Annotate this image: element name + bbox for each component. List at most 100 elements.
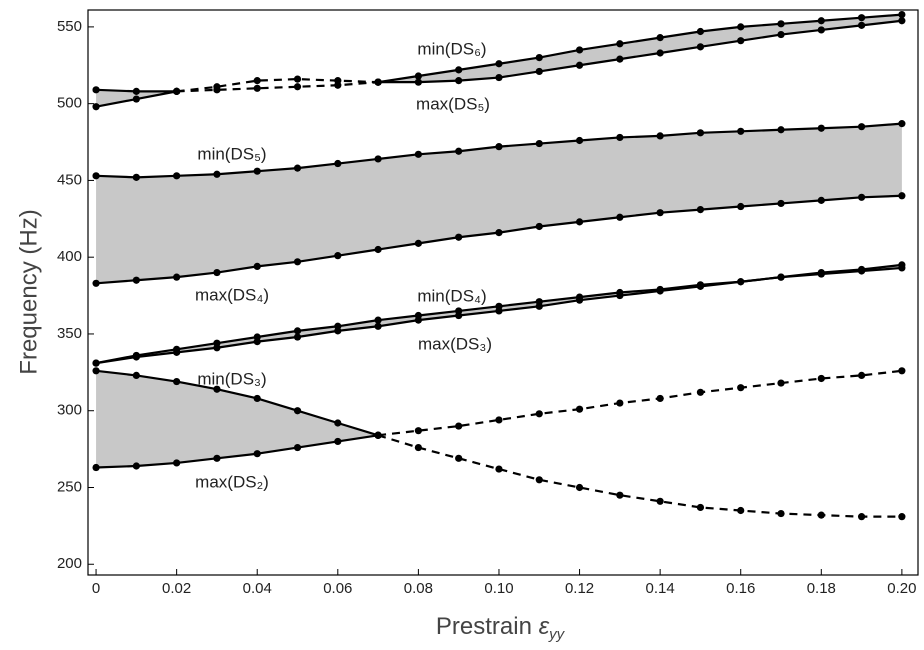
point	[898, 192, 906, 200]
point	[334, 322, 342, 330]
point	[213, 339, 221, 347]
point	[173, 459, 181, 467]
point	[857, 267, 866, 275]
x-tick-label: 0.20	[887, 580, 916, 597]
point	[253, 394, 261, 403]
x-tick-label: 0.10	[484, 580, 513, 597]
point	[737, 127, 745, 135]
point	[737, 384, 745, 392]
point	[213, 268, 221, 277]
point	[656, 34, 664, 42]
x-tick-label: 0	[92, 580, 100, 597]
x-tick-label: 0.16	[726, 580, 755, 597]
x-axis-label: Prestrain εyy	[436, 613, 566, 643]
point	[293, 75, 302, 83]
point	[817, 374, 825, 383]
point	[414, 239, 422, 247]
point	[898, 17, 906, 25]
point	[696, 281, 705, 289]
curve	[377, 434, 902, 518]
point	[92, 279, 100, 287]
point	[817, 17, 825, 25]
point	[92, 463, 100, 472]
point	[132, 462, 140, 470]
point	[92, 172, 100, 180]
point	[455, 307, 463, 315]
point	[495, 416, 503, 424]
point	[817, 26, 825, 34]
annotation: min(DS₅)	[197, 144, 266, 163]
point	[455, 233, 463, 241]
point	[535, 410, 543, 418]
point	[213, 170, 221, 178]
point	[898, 264, 906, 272]
x-tick-label: 0.14	[646, 580, 675, 597]
point	[575, 61, 584, 69]
point	[132, 173, 140, 181]
point	[575, 405, 584, 413]
point	[414, 311, 422, 320]
point	[575, 293, 584, 301]
y-tick-label: 550	[57, 18, 82, 35]
point	[616, 491, 624, 499]
point	[253, 77, 261, 85]
point	[737, 23, 745, 31]
bands	[96, 14, 902, 468]
point	[696, 27, 705, 36]
point	[737, 506, 745, 515]
point	[132, 351, 140, 360]
annotation: max(DS₄)	[195, 285, 269, 304]
point	[253, 450, 261, 458]
point	[374, 155, 382, 163]
point	[777, 199, 785, 208]
point	[857, 123, 866, 131]
point	[293, 258, 302, 266]
point	[414, 427, 422, 435]
point	[253, 262, 261, 270]
point	[857, 513, 866, 521]
point	[737, 37, 745, 45]
point	[616, 40, 624, 48]
plot-frame	[87, 9, 919, 576]
point	[616, 213, 624, 221]
curve	[176, 77, 379, 93]
annotation: max(DS₅)	[416, 94, 490, 113]
point	[495, 465, 503, 473]
point	[696, 129, 705, 137]
point	[696, 43, 705, 51]
point	[455, 454, 463, 462]
point	[817, 196, 825, 204]
point	[132, 95, 140, 103]
point	[575, 218, 584, 226]
point	[293, 443, 302, 452]
point	[656, 285, 664, 294]
point	[293, 164, 302, 172]
point	[213, 385, 221, 393]
point	[817, 511, 825, 519]
point	[616, 55, 624, 63]
point	[293, 327, 302, 335]
point	[253, 167, 261, 175]
y-tick-label: 250	[57, 478, 82, 495]
point	[857, 21, 866, 29]
point	[777, 379, 785, 387]
point	[173, 172, 181, 180]
y-tick-label: 200	[57, 555, 82, 572]
point	[132, 276, 140, 284]
point	[132, 371, 140, 380]
point	[213, 86, 221, 94]
x-tick-label: 0.08	[404, 580, 433, 597]
band	[96, 123, 902, 284]
point	[857, 14, 866, 22]
point	[737, 202, 745, 211]
point	[334, 437, 342, 446]
point	[173, 273, 181, 281]
point	[173, 345, 181, 353]
point	[455, 422, 463, 430]
curve	[96, 434, 379, 469]
point	[696, 388, 705, 396]
point	[374, 431, 382, 439]
point	[253, 84, 261, 92]
point	[616, 288, 624, 297]
point	[777, 273, 785, 281]
